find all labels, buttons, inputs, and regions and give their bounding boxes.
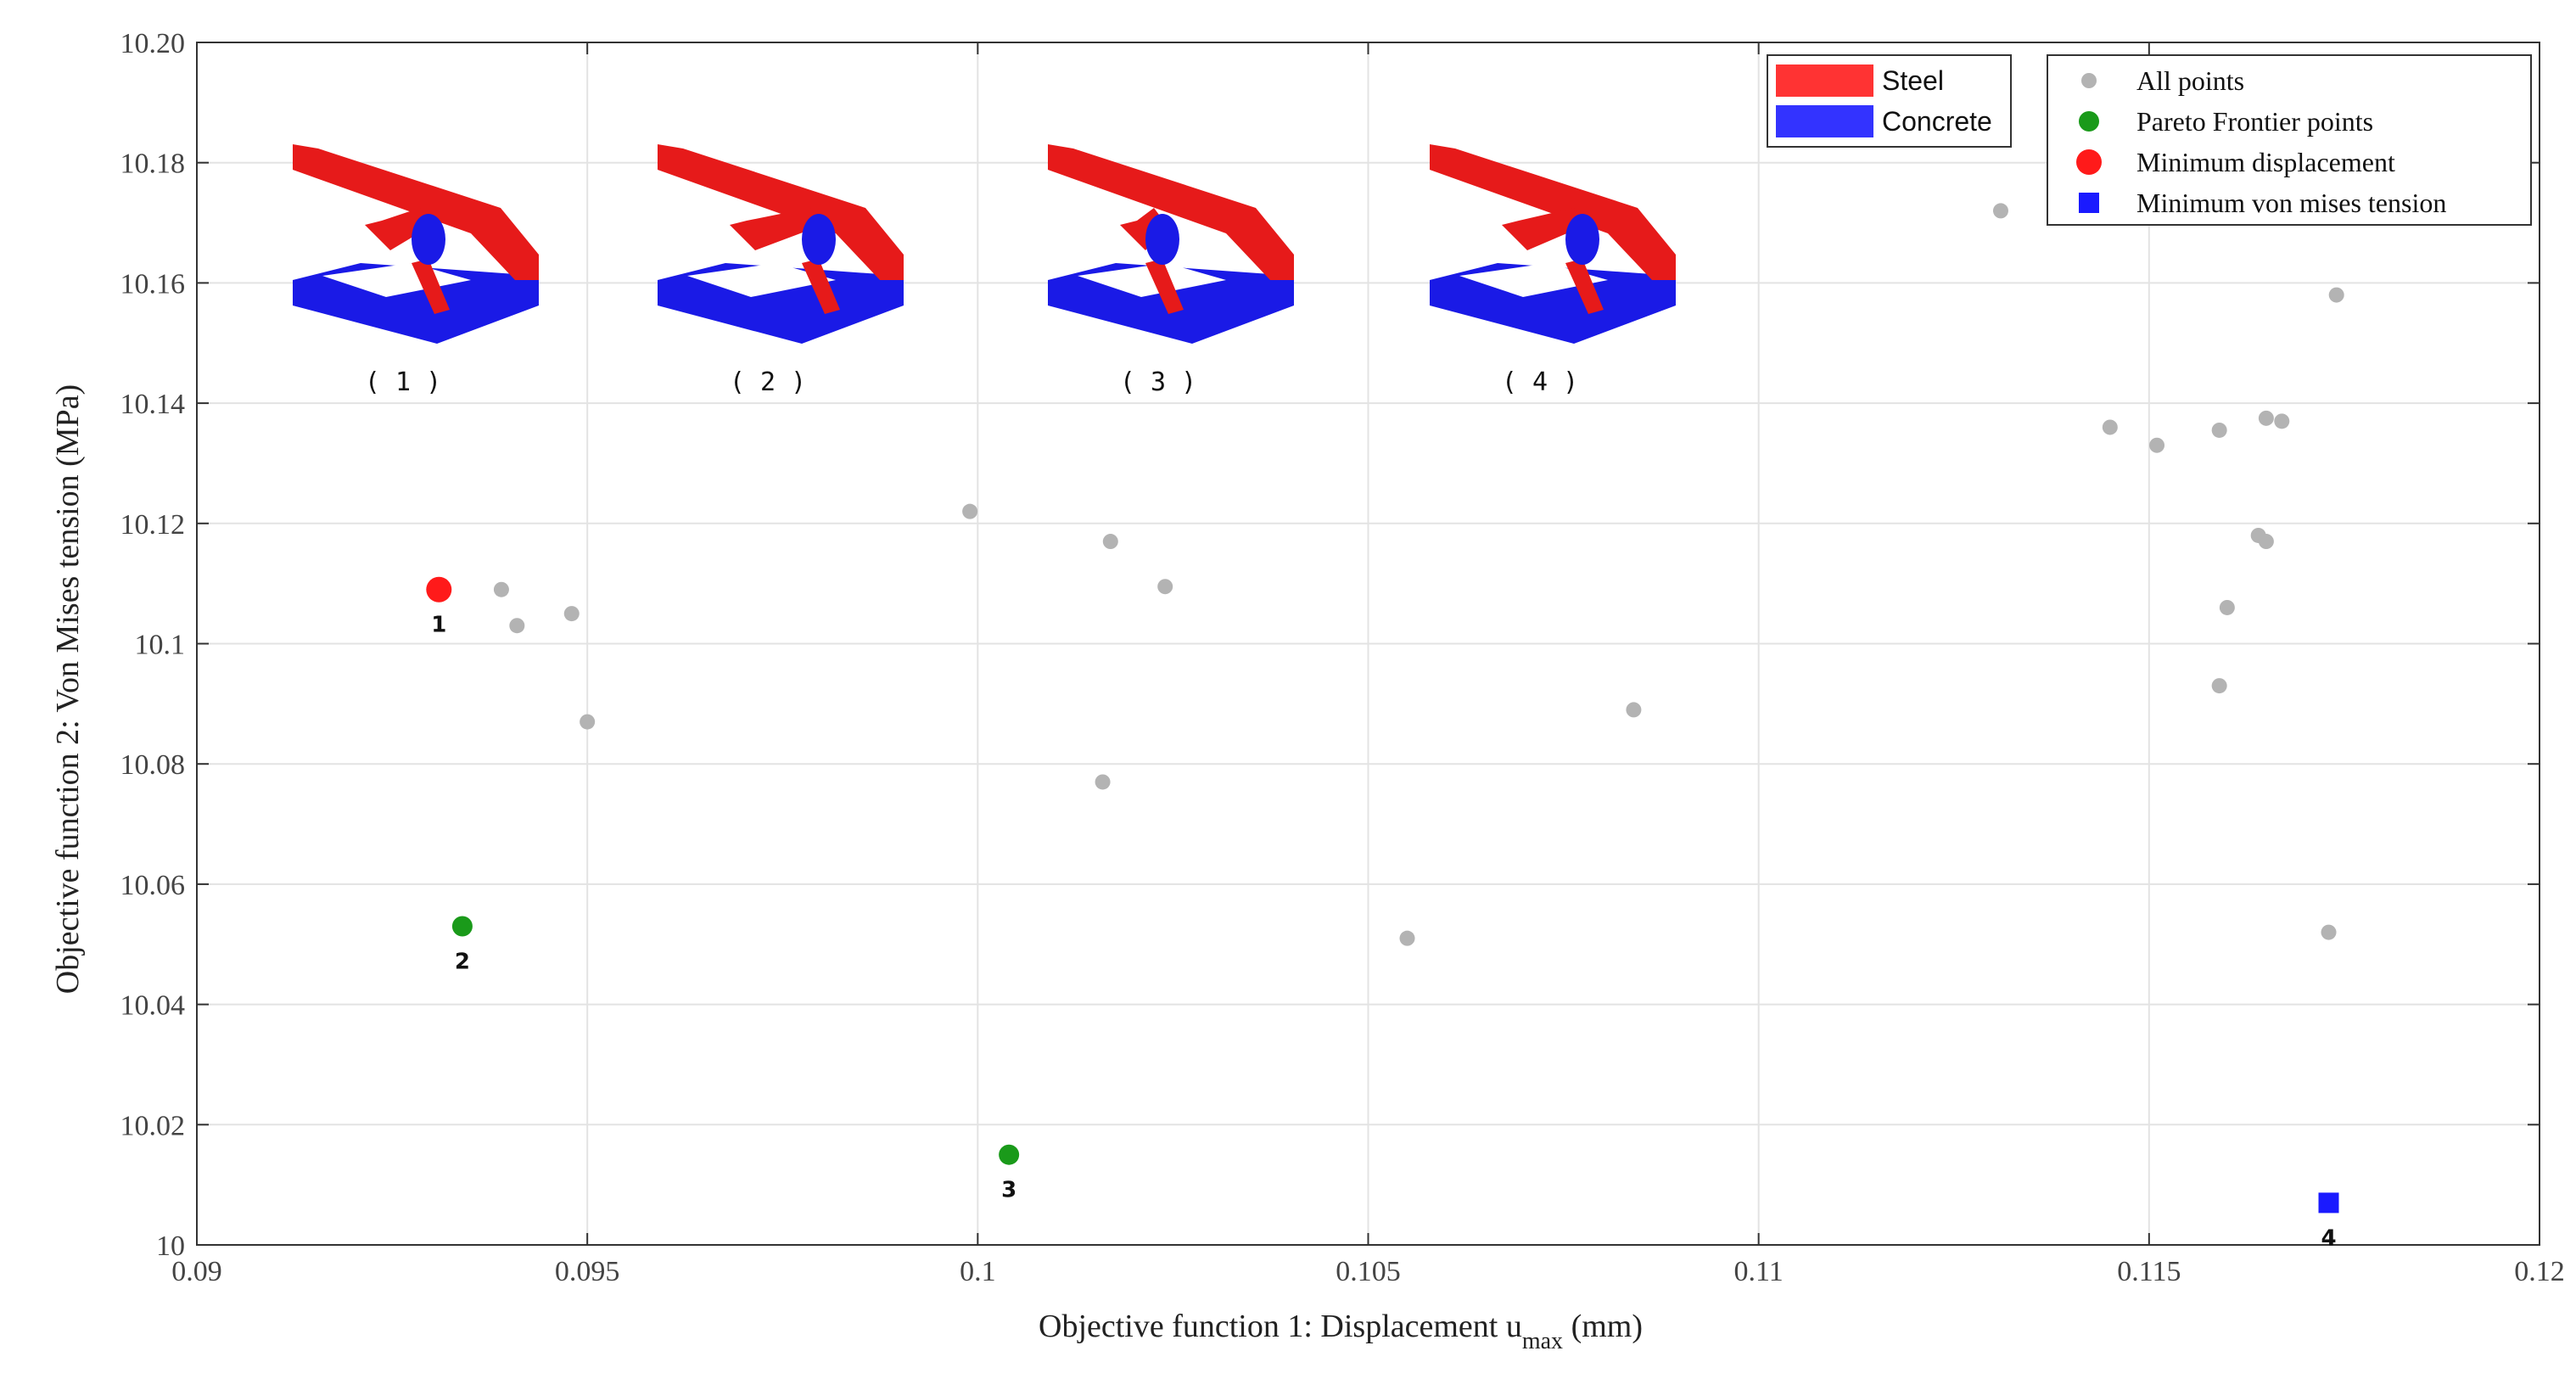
steel-strut: [1502, 208, 1587, 250]
concrete-joint: [1565, 214, 1599, 265]
inset-label: ( 1 ): [365, 367, 441, 397]
steel-strut: [802, 259, 840, 314]
legend-entry-label: Pareto Frontier points: [2136, 106, 2373, 137]
x-axis-label: Objective function 1: Displacement umax …: [1039, 1309, 1643, 1354]
legend-marker: [2081, 73, 2097, 88]
legend-marker: [2079, 193, 2099, 213]
x-tick-label: 0.095: [555, 1256, 620, 1287]
data-point: [2149, 437, 2165, 453]
data-point: [1626, 702, 1642, 718]
x-tick-label: 0.1: [960, 1256, 996, 1287]
concrete-joint: [802, 214, 836, 265]
y-tick-label: 10.06: [120, 870, 186, 901]
series-legend-box: [2047, 54, 2532, 226]
y-tick-label: 10.02: [120, 1110, 186, 1141]
data-point: [2328, 287, 2344, 303]
data-point: [1399, 930, 1415, 946]
legend-marker: [2076, 149, 2102, 175]
inset-label: ( 2 ): [730, 367, 806, 397]
steel-top-beam: [658, 144, 904, 280]
y-tick-label: 10.12: [120, 509, 186, 541]
data-point: [1157, 579, 1173, 595]
material-swatch: [1776, 105, 1873, 137]
y-tick-label: 10.20: [120, 28, 186, 59]
y-axis-label: Objective function 2: Von Mises tension …: [50, 384, 86, 994]
data-point: [1992, 203, 2008, 219]
y-tick-label: 10.14: [120, 389, 186, 420]
steel-strut: [730, 208, 823, 250]
data-point: [2211, 678, 2227, 694]
steel-strut: [412, 259, 450, 314]
data-point: [1095, 774, 1111, 790]
data-point: [962, 503, 978, 519]
data-point: [2321, 924, 2337, 940]
material-label: Concrete: [1882, 106, 1992, 137]
steel-top-beam: [1430, 144, 1676, 280]
data-point: [2102, 419, 2118, 435]
inset-label: ( 3 ): [1120, 367, 1196, 397]
data-point: [580, 714, 596, 730]
steel-strut: [1565, 259, 1604, 314]
material-swatch: [1776, 64, 1873, 97]
y-tick-label: 10.08: [120, 749, 186, 781]
point-number-label: 3: [1001, 1178, 1016, 1203]
x-tick-label: 0.105: [1336, 1256, 1401, 1287]
material-legend: Steel Concrete: [1767, 54, 2012, 148]
x-axis-ticks: 0.09 0.095 0.1 0.105 0.11 0.115 0.12: [171, 42, 2565, 1287]
structure-inset: ( 3 ): [1048, 144, 1294, 397]
point-labels: 1 2 3 4: [431, 613, 2336, 1252]
data-point: [2318, 1192, 2339, 1214]
data-point: [2219, 599, 2235, 615]
base-opening: [687, 263, 836, 297]
structure-inset: ( 4 ): [1430, 144, 1676, 397]
data-point: [509, 618, 525, 634]
data-point: [563, 606, 580, 622]
point-number-label: 4: [2321, 1225, 2336, 1251]
y-tick-label: 10.16: [120, 268, 186, 300]
steel-strut: [1145, 259, 1184, 314]
y-tick-label: 10.18: [120, 149, 186, 180]
inset-label: ( 4 ): [1502, 367, 1578, 397]
data-point: [426, 576, 452, 603]
data-point: [451, 916, 473, 937]
x-tick-label: 0.11: [1734, 1256, 1784, 1287]
material-label: Steel: [1882, 65, 1944, 96]
x-tick-label: 0.09: [171, 1256, 222, 1287]
data-point: [493, 581, 509, 597]
data-point: [999, 1144, 1020, 1165]
point-number-label: 1: [431, 613, 446, 638]
structure-inset: ( 2 ): [658, 144, 904, 397]
data-point: [1102, 534, 1118, 550]
series-legend: All points Pareto Frontier points Minimum …: [2047, 54, 2532, 226]
legend-entry-label: All points: [2136, 65, 2244, 96]
concrete-joint: [412, 214, 445, 265]
y-tick-label: 10.1: [135, 630, 186, 661]
data-point: [2274, 413, 2290, 429]
x-tick-label: 0.115: [2117, 1256, 2181, 1287]
y-tick-label: 10: [156, 1230, 185, 1262]
y-tick-label: 10.04: [120, 990, 186, 1022]
data-point: [2211, 422, 2227, 438]
y-axis-ticks: 10 10.02 10.04 10.06 10.08 10.1 10.12 10.14 10.1…: [120, 28, 2540, 1262]
steel-strut: [365, 208, 433, 250]
legend-entry-label: Minimum displacement: [2136, 147, 2395, 177]
legend-entry-label: Minimum von mises tension: [2136, 188, 2446, 218]
legend-marker: [2079, 111, 2099, 132]
structure-inset: ( 1 ): [293, 144, 539, 397]
data-point: [2258, 410, 2274, 426]
data-point: [2258, 534, 2274, 550]
structure-insets: ( 1 ) ( 2 ) ( 3 ) ( 4 ): [293, 144, 1676, 397]
x-tick-label: 0.12: [2514, 1256, 2565, 1287]
concrete-joint: [1145, 214, 1179, 265]
base-opening: [1078, 263, 1226, 297]
point-number-label: 2: [455, 949, 470, 974]
steel-top-beam: [1048, 144, 1294, 280]
data-points: [426, 203, 2344, 1214]
